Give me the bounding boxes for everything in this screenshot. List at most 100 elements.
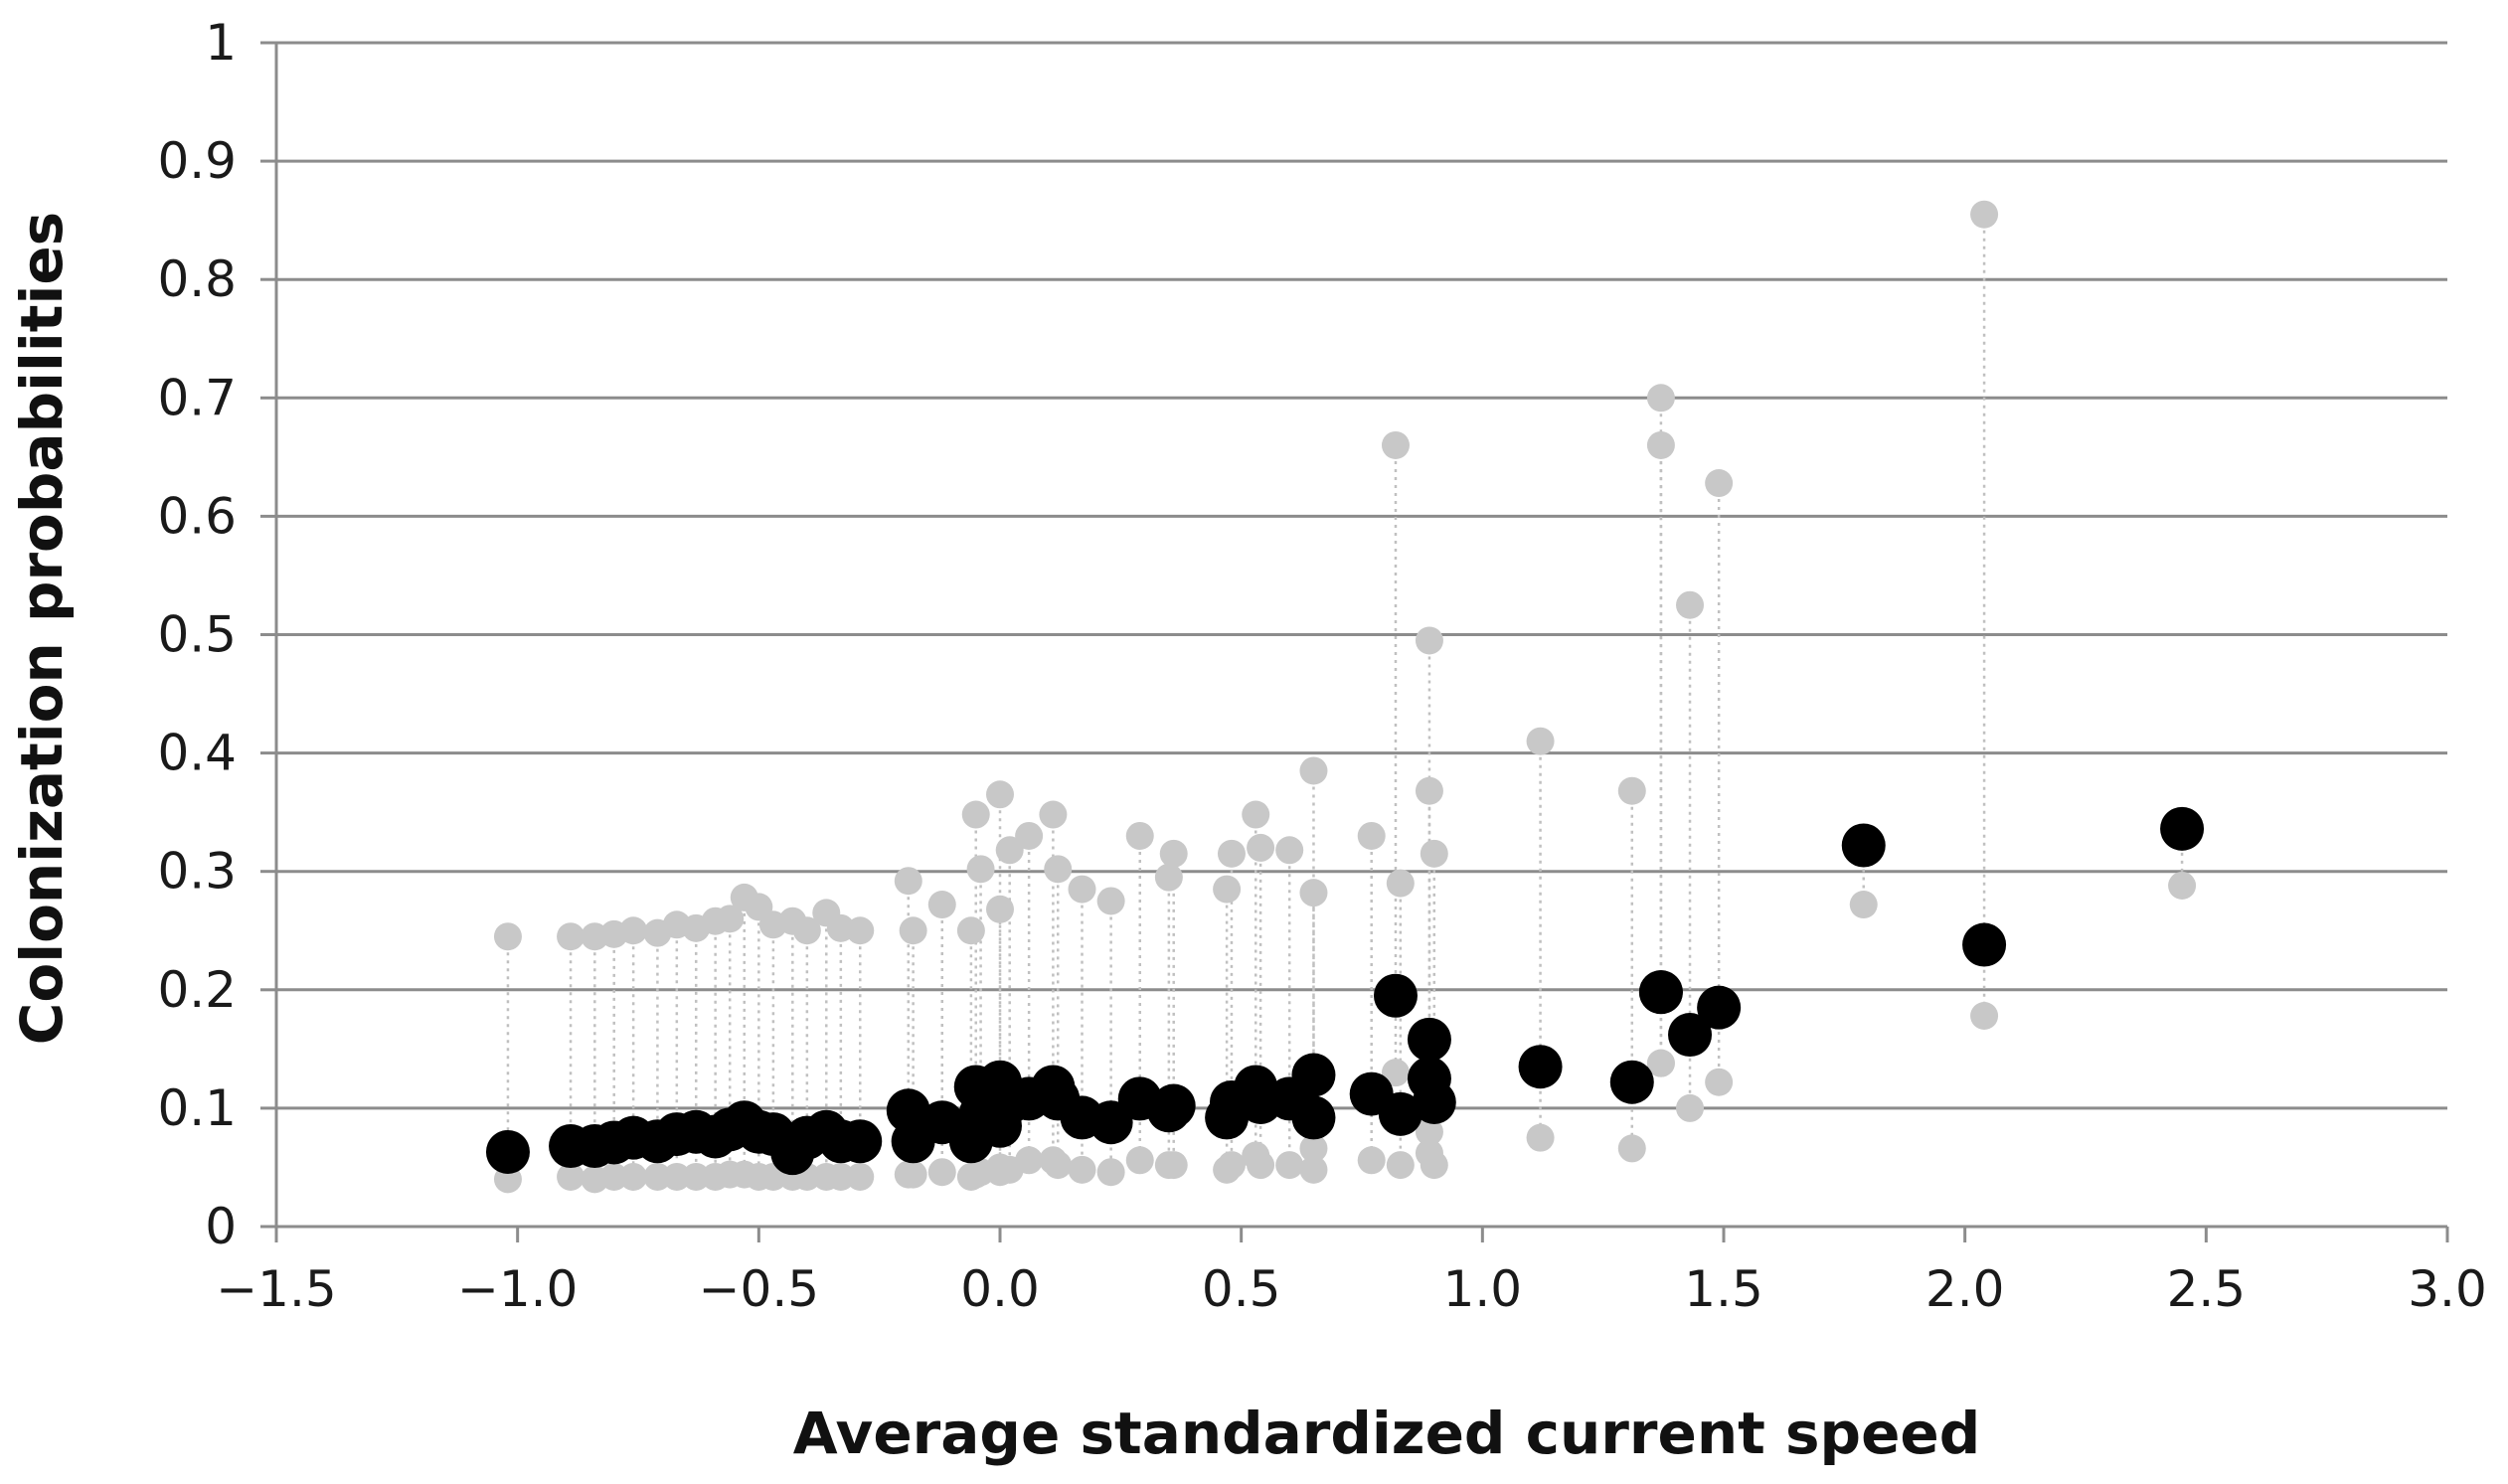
lower-bound-point-51 <box>1646 1049 1675 1077</box>
lower-bound-point-55 <box>1970 1002 1999 1031</box>
lower-bound-point-32 <box>1125 1146 1154 1175</box>
upper-bound-point-38 <box>1247 833 1275 862</box>
upper-bound-point-27 <box>1015 821 1044 850</box>
lower-bound-point-43 <box>1381 1059 1410 1087</box>
x-tick-label-0: −1.5 <box>216 1260 336 1318</box>
lower-bound-point-6 <box>662 1162 691 1191</box>
x-axis-title: Average standardized current speed <box>793 1400 1981 1467</box>
x-tick-label-6: 1.5 <box>1684 1260 1763 1318</box>
mean-point-47 <box>1412 1079 1456 1124</box>
lower-bound-point-3 <box>599 1162 628 1191</box>
mean-point-45 <box>1407 1017 1451 1062</box>
upper-bound-point-20 <box>927 891 956 919</box>
gridlines <box>276 41 2447 1110</box>
axes <box>260 41 2449 1242</box>
y-tick-label-2: 0.2 <box>157 961 237 1019</box>
y-tick-label-10: 1 <box>205 14 237 72</box>
lower-bound-point-16 <box>826 1162 855 1191</box>
upper-bound-point-32 <box>1125 821 1154 850</box>
mean-point-17 <box>838 1119 883 1164</box>
upper-bound-point-50 <box>1646 384 1675 412</box>
mean-point-53 <box>1697 985 1742 1030</box>
upper-bound-point-44 <box>1386 869 1415 898</box>
y-tick-label-3: 0.3 <box>157 843 237 901</box>
upper-bound-point-33 <box>1154 863 1183 892</box>
x-tick-label-9: 3.0 <box>2408 1260 2487 1318</box>
lower-bound-point-5 <box>643 1162 672 1191</box>
lower-bound-point-39 <box>1275 1151 1304 1180</box>
lower-bound-point-31 <box>1096 1158 1125 1187</box>
y-tick-label-4: 0.4 <box>157 725 237 782</box>
y-tick-label-1: 0.1 <box>157 1079 237 1137</box>
upper-bound-point-4 <box>619 916 648 945</box>
lower-bound-point-48 <box>1526 1123 1555 1152</box>
mean-point-41 <box>1291 1095 1336 1140</box>
upper-bound-point-41 <box>1299 879 1328 907</box>
lower-bound-point-40 <box>1299 1134 1328 1163</box>
lower-bound-point-27 <box>1015 1146 1044 1175</box>
upper-bound-point-46 <box>1415 776 1443 805</box>
lower-bound-point-30 <box>1068 1155 1096 1184</box>
upper-bound-point-21 <box>956 916 985 945</box>
y-tick-label-9: 0.9 <box>157 132 237 190</box>
mean-point-43 <box>1373 973 1418 1018</box>
mean-point-56 <box>2160 806 2205 851</box>
upper-bound-point-0 <box>493 922 522 951</box>
mean-point-34 <box>1151 1083 1196 1128</box>
x-tick-label-1: −1.0 <box>457 1260 578 1318</box>
lower-bound-point-52 <box>1676 1093 1705 1122</box>
upper-bound-point-23 <box>966 855 995 884</box>
upper-bound-point-55 <box>1970 200 1999 229</box>
upper-bound-point-18 <box>894 867 922 896</box>
upper-bound-point-47 <box>1420 839 1448 868</box>
x-tick-label-8: 2.5 <box>2167 1260 2247 1318</box>
upper-bound-point-29 <box>1044 855 1073 884</box>
mean-point-55 <box>1962 922 2007 967</box>
upper-bound-point-1 <box>557 922 585 951</box>
upper-bound-point-52 <box>1676 590 1705 619</box>
y-axis-title: Colonization probabilities <box>8 212 76 1045</box>
lower-bound-point-36 <box>1217 1151 1246 1180</box>
mean-point-51 <box>1638 970 1683 1015</box>
lower-bound-point-19 <box>899 1160 927 1189</box>
mean-point-54 <box>1841 823 1886 868</box>
lower-bound-point-34 <box>1159 1151 1188 1180</box>
upper-bound-point-22 <box>961 800 990 829</box>
upper-bound-point-24 <box>986 780 1014 809</box>
lower-bound-point-7 <box>682 1162 711 1191</box>
x-tick-label-7: 2.0 <box>1925 1260 2005 1318</box>
y-tick-label-7: 0.7 <box>157 369 237 426</box>
y-tick-label-8: 0.8 <box>157 250 237 308</box>
upper-bound-point-36 <box>1217 839 1246 868</box>
upper-bound-point-30 <box>1068 875 1096 904</box>
upper-bound-point-9 <box>716 905 745 933</box>
y-tick-label-5: 0.5 <box>157 606 237 664</box>
mean-point-49 <box>1609 1060 1654 1104</box>
mean-point-31 <box>1088 1100 1133 1145</box>
upper-bound-point-43 <box>1381 430 1410 459</box>
lower-bound-point-53 <box>1705 1068 1734 1096</box>
lower-bound-point-45 <box>1415 1117 1443 1146</box>
upper-bound-point-26 <box>995 836 1024 865</box>
mean-points <box>485 806 2205 1176</box>
y-tick-label-6: 0.6 <box>157 487 237 545</box>
mean-point-40 <box>1291 1053 1336 1097</box>
lower-bound-point-20 <box>927 1158 956 1187</box>
upper-bound-point-17 <box>846 916 875 945</box>
lower-bound-point-38 <box>1247 1151 1275 1180</box>
upper-bound-point-28 <box>1039 800 1068 829</box>
upper-bound-point-35 <box>1213 875 1242 904</box>
upper-bound-point-48 <box>1526 727 1555 755</box>
y-tick-labels: 0 0.1 0.2 0.3 0.4 0.5 0.6 0.7 0.8 0.9 1 <box>157 14 237 1255</box>
x-tick-label-3: 0.0 <box>960 1260 1040 1318</box>
upper-bound-point-53 <box>1705 469 1734 498</box>
bound-points <box>493 200 2197 1194</box>
upper-bound-point-14 <box>792 916 821 945</box>
mean-point-52 <box>1668 1013 1713 1058</box>
x-tick-label-5: 1.0 <box>1443 1260 1523 1318</box>
x-tick-label-4: 0.5 <box>1202 1260 1281 1318</box>
lower-bound-point-29 <box>1044 1151 1073 1180</box>
mean-point-0 <box>485 1129 530 1174</box>
lower-bound-point-47 <box>1420 1151 1448 1180</box>
lower-bound-point-49 <box>1617 1134 1646 1163</box>
